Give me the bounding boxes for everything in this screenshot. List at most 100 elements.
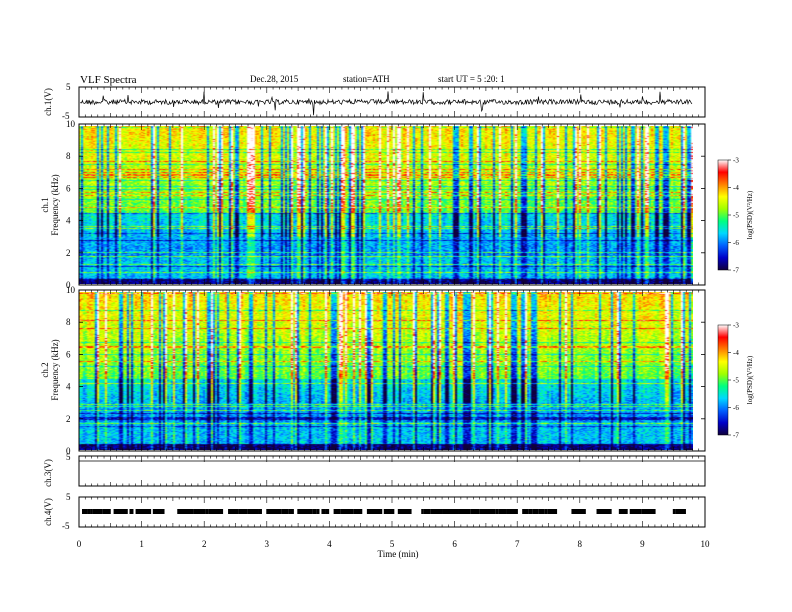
ch4-data-block [290,509,294,514]
ch4-data-block [506,509,518,514]
ch4-data-block [297,509,313,514]
ch4-data-block [281,509,289,514]
ch4-data-block [532,509,539,514]
ch4-data-block [571,509,586,514]
y-tick-label: 2 [66,248,71,258]
y-tick-label: 4 [66,382,71,392]
ch3-waveform-ytick-top: 5 [66,452,71,462]
colorbar-tick-label: -6 [733,239,739,247]
ch4-data-block [423,509,431,514]
x-tick-label: 8 [578,539,583,549]
y-tick-label: 10 [66,285,76,295]
ch4-data-block [544,509,548,514]
ch3-waveform-ylabel: ch.3(V) [43,459,53,487]
ch4-data-block [498,509,507,514]
ch1-waveform-line [79,91,693,116]
ch4-data-block [383,509,395,514]
x-tick-label: 5 [390,539,395,549]
ch2-spectrogram-ylabel-channel: ch.2 [40,362,50,377]
x-tick-label: 0 [77,539,82,549]
ch4-data-block [90,509,93,514]
ch1-spectrogram-ylabel-frequency: Frequency (kHz) [50,174,60,235]
ch4-data-block [618,509,628,514]
ch4-data-block [340,509,354,514]
ch1-spectrogram-ylabel-channel: ch.1 [40,197,50,212]
colorbar-tick-label: -6 [733,404,739,412]
ch4-data-block [430,509,443,514]
ch4-waveform-ylabel: ch.4(V) [43,498,53,526]
x-tick-label: 4 [327,539,332,549]
station-label: station=ATH [343,74,390,84]
ch4-data-block [479,509,496,514]
ch4-data-block [238,509,248,514]
y-tick-label: 0 [66,280,71,290]
ch1-waveform-panel: 5 -5 ch.1(V) [43,82,706,121]
y-tick-label: 6 [66,183,71,193]
colorbar-tick-label: -7 [733,267,739,275]
ch4-data-block [129,509,134,514]
ch4-data-block [266,509,282,514]
ch4-data-block [538,509,545,514]
ch4-data-block [397,509,412,514]
ch4-data-block [135,509,152,514]
ch4-data-block [247,509,259,514]
ch1-colorbar-label: log(PSD)(V²/Hz) [746,190,754,239]
ch4-data-block [675,509,686,514]
ch4-data-block [442,509,459,514]
ch4-data-block [641,509,656,514]
ch4-data-block [366,509,383,514]
y-tick-label: 4 [66,216,71,226]
x-tick-label: 10 [701,539,711,549]
ch2-spectrogram-image [79,292,693,450]
x-axis-label: Time (min) [378,549,419,559]
ch1-colorbar-gradient [717,159,729,271]
ch4-data-block [353,509,363,514]
colorbar-tick-label: -7 [733,432,739,440]
y-tick-label: 6 [66,349,71,359]
ch4-data-block [528,509,533,514]
ch4-data-block [87,509,91,514]
ch4-data-block [325,509,330,514]
ch4-waveform-segments [82,509,686,514]
x-tick-label: 9 [640,539,645,549]
ch2-spectrogram-ylabel-frequency: Frequency (kHz) [50,339,60,400]
ch4-data-block [629,509,642,514]
colorbar-tick-label: -3 [733,157,739,165]
date-label: Dec.28, 2015 [250,74,299,84]
ch4-waveform-panel: 5 -5 ch.4(V) [43,492,706,531]
x-tick-label: 6 [452,539,457,549]
ch4-data-block [102,509,111,514]
ch4-data-block [316,509,320,514]
ch2-spectrogram-yticks: 0 2 4 6 8 10 [66,285,705,456]
ch4-data-block [333,509,341,514]
ch4-data-block [208,509,224,514]
figure-title: VLF Spectra [80,74,137,86]
x-tick-label: 2 [202,539,207,549]
ch4-data-block [205,509,209,514]
ch4-data-block [177,509,194,514]
ch4-data-block [470,509,480,514]
ch4-data-block [193,509,206,514]
x-tick-label: 1 [139,539,144,549]
ch2-colorbar: -3 -4 -5 -6 -7 log(PSD)(V²/Hz) [717,322,754,440]
ch4-data-block [421,509,424,514]
ch2-colorbar-label: log(PSD)(V²/Hz) [746,355,754,404]
ch1-spectrogram-yticks: 0 2 4 6 8 10 [66,119,705,290]
x-tick-label: 7 [515,539,520,549]
ch1-spectrogram-image [79,126,693,284]
ch2-colorbar-gradient [717,324,729,436]
x-axis-ticks: 0 1 2 3 4 5 6 7 8 9 10 [77,539,710,549]
ch4-data-block [458,509,471,514]
ch4-data-block [82,509,88,514]
colorbar-tick-label: -5 [733,212,739,220]
colorbar-tick-label: -4 [733,349,739,357]
ch4-data-block [92,509,103,514]
y-tick-label: 2 [66,414,71,424]
ch4-data-block [152,509,165,514]
ch4-data-block [321,509,326,514]
y-tick-label: 8 [66,317,71,327]
ch1-waveform-ytick-bottom: -5 [62,111,70,121]
ch1-colorbar-ticks: -3 -4 -5 -6 -7 [728,157,739,275]
ch4-data-block [547,509,558,514]
